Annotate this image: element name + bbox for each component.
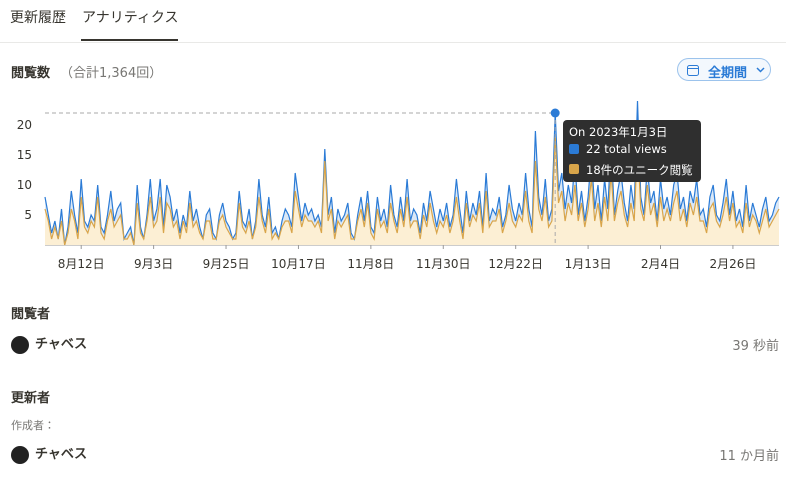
avatar [11, 335, 29, 354]
y-tick-label: 10 [17, 178, 32, 192]
user[interactable]: チャベス [11, 443, 87, 464]
tooltip-line: 22 total views [586, 142, 667, 156]
tooltip-line: 18件のユニーク閲覧 [586, 163, 693, 177]
divider [0, 42, 786, 43]
chevron [756, 67, 765, 73]
tab[interactable]: 更新履歴 [10, 10, 66, 26]
x-tick-label: 9月25日 [203, 257, 250, 271]
x-tick-label: 8月12日 [58, 257, 105, 271]
hover-point [550, 108, 560, 118]
tooltip: On 2023年1月3日 22 total views 18件のユニーク閲覧 [563, 120, 701, 182]
area [45, 101, 779, 245]
x-tick-label: 12月22日 [488, 257, 543, 271]
x-tick-label: 11月8日 [347, 257, 394, 271]
tab-active[interactable]: アナリティクス [82, 10, 179, 26]
y-tick-label: 15 [17, 148, 32, 162]
period-label: 全期間 [708, 66, 748, 81]
period-button[interactable]: 全期間 [677, 58, 771, 81]
user-name: チャベス [35, 447, 88, 462]
user[interactable]: チャベス [11, 333, 87, 354]
line [44, 100, 780, 246]
analytics-total: （合計1,364回） [60, 66, 163, 81]
timestamp: 39 秒前 [732, 339, 779, 354]
x-tick-label: 2月26日 [709, 257, 756, 271]
x-tick-label: 9月3日 [134, 257, 173, 271]
x-tick-label: 1月13日 [565, 257, 612, 271]
y-tick-label: 5 [24, 208, 32, 222]
tooltip-title: On 2023年1月3日 [569, 125, 668, 139]
chart: 5 10 15 20 8月12日 9月3日 9月25日 10月17日 11月8日 11月30日 12… [17, 100, 780, 271]
section-heading: 閲覧者 [11, 307, 51, 322]
timestamp: 11 か月前 [719, 449, 779, 464]
y-tick-label: 20 [17, 118, 32, 132]
x-tick-label: 2月4日 [641, 257, 680, 271]
tab-underline [81, 39, 178, 41]
avatar [11, 445, 29, 464]
x-tick-label: 11月30日 [416, 257, 471, 271]
section-heading: 更新者 [11, 391, 51, 406]
x-tick-label: 10月17日 [271, 257, 326, 271]
calendar-icon [687, 65, 699, 76]
swatch [569, 164, 579, 174]
swatch [569, 144, 579, 154]
creator-label: 作成者： [11, 419, 55, 432]
user-name: チャベス [35, 337, 88, 352]
line [44, 136, 780, 246]
analytics-title: 閲覧数 [11, 66, 51, 81]
